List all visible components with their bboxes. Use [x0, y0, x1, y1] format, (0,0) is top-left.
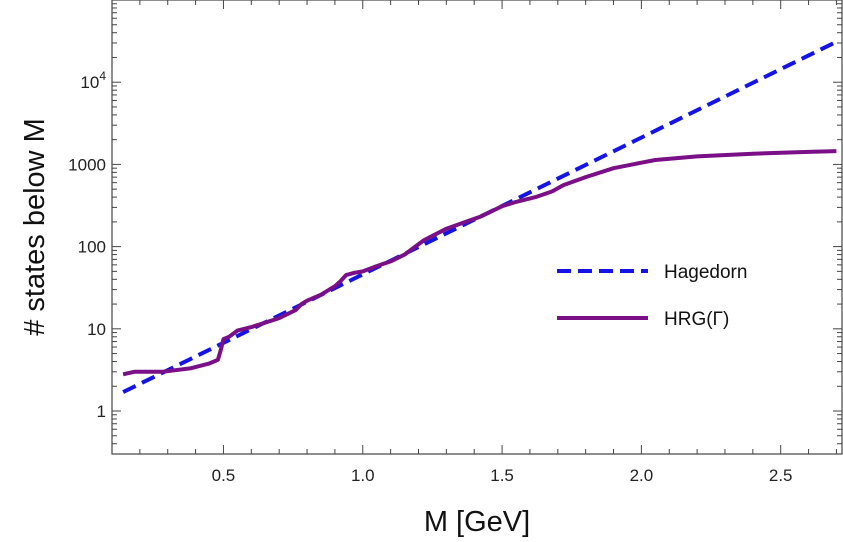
x-axis-ticks: 0.5 1.0 1.5 2.0 2.5 [139, 0, 837, 485]
x-axis-title: M [GeV] [424, 506, 530, 538]
x-tick-label: 0.5 [212, 466, 236, 485]
y-tick-label: 100 [78, 238, 106, 257]
legend-label-hrg: HRG(Γ) [664, 309, 729, 330]
plot-frame [111, 0, 843, 455]
y-tick-label: 1000 [68, 155, 106, 174]
x-tick-label: 1.0 [351, 466, 375, 485]
series-layer [122, 40, 838, 394]
y-axis-title: # states below M [19, 118, 51, 336]
x-tick-label: 1.5 [490, 466, 514, 485]
y-tick-label: 104 [80, 69, 106, 92]
series-line-hagedorn [122, 40, 838, 394]
y-tick-label: 1 [97, 402, 106, 421]
legend: Hagedorn HRG(Γ) [557, 262, 747, 330]
x-tick-label: 2.0 [630, 466, 654, 485]
y-axis-ticks: 1 10 100 1000 104 [68, 3, 842, 455]
legend-label-hagedorn: Hagedorn [664, 262, 747, 283]
y-tick-label: 10 [87, 320, 106, 339]
series-line-hrg [122, 149, 837, 377]
x-tick-label: 2.5 [769, 466, 793, 485]
